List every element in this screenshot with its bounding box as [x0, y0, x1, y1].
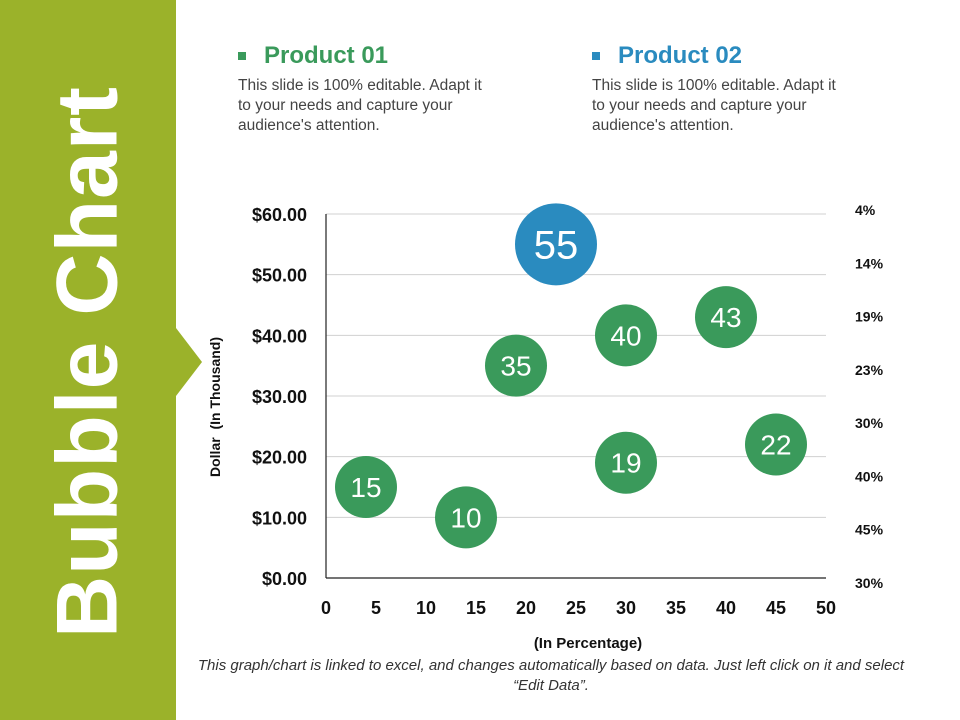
x-axis-title: (In Percentage)	[534, 635, 642, 652]
y-tick-label: $20.00	[252, 448, 307, 468]
bubble-label: 19	[610, 448, 641, 479]
x-tick-label: 40	[716, 598, 736, 618]
y-tick-label: $10.00	[252, 508, 307, 528]
bubble-label: 10	[450, 502, 481, 533]
bubble-product-01	[435, 486, 497, 549]
legend-product-02: Product 02 This slide is 100% editable. …	[592, 42, 852, 136]
x-tick-label: 15	[466, 598, 486, 618]
bubble-product-01	[745, 413, 807, 476]
right-axis-label: 30%	[855, 575, 884, 591]
y-tick-label: $30.00	[252, 387, 307, 407]
sidebar-arrow	[176, 328, 202, 396]
bubble-label: 55	[534, 223, 579, 267]
legend-product-01-header: Product 01	[238, 42, 498, 70]
bubble-label: 22	[760, 430, 791, 461]
x-tick-label: 20	[516, 598, 536, 618]
x-tick-label: 50	[816, 598, 836, 618]
legend-product-02-title: Product 02	[618, 42, 743, 69]
right-axis-label: 40%	[855, 468, 884, 484]
legend-product-02-desc: This slide is 100% editable. Adapt it to…	[592, 77, 836, 134]
bubble-label: 15	[350, 472, 381, 503]
legend-product-01: Product 01 This slide is 100% editable. …	[238, 42, 498, 136]
bubble-product-01	[485, 334, 547, 397]
y-tick-label: $50.00	[252, 266, 307, 286]
right-axis-label: 45%	[855, 522, 884, 538]
right-axis-label: 30%	[855, 415, 884, 431]
y-tick-label: $40.00	[252, 326, 307, 346]
footnote: This graph/chart is linked to excel, and…	[197, 657, 905, 694]
bubble-product-01	[595, 431, 657, 494]
legend-product-02-header: Product 02	[592, 42, 852, 70]
legend-product-01-desc: This slide is 100% editable. Adapt it to…	[238, 77, 482, 134]
bubble-label: 40	[610, 320, 641, 351]
x-tick-label: 10	[416, 598, 436, 618]
x-tick-label: 45	[766, 598, 786, 618]
legend-product-02-bullet	[592, 52, 600, 60]
x-tick-label: 0	[321, 598, 331, 618]
right-axis-label: 4%	[855, 202, 876, 218]
right-axis-label: 14%	[855, 255, 884, 271]
x-tick-label: 30	[616, 598, 636, 618]
y-tick-label: $60.00	[252, 205, 307, 225]
legend-product-01-title: Product 01	[264, 42, 389, 69]
bubble-product-01	[335, 456, 397, 518]
bubble-product-01	[695, 286, 757, 349]
x-tick-label: 25	[566, 598, 586, 618]
bubble-label: 35	[500, 351, 531, 382]
x-tick-label: 35	[666, 598, 686, 618]
bubble-label: 43	[710, 302, 741, 333]
right-axis-label: 23%	[855, 362, 884, 378]
x-tick-label: 5	[371, 598, 381, 618]
y-tick-label: $0.00	[262, 569, 307, 589]
sidebar-panel	[0, 0, 176, 720]
right-axis-label: 19%	[855, 309, 884, 325]
legend-product-01-bullet	[238, 52, 246, 60]
bubble-product-02	[515, 203, 597, 286]
bubble-product-01	[595, 304, 657, 367]
y-axis-title: Dollar (In Thousand)	[207, 337, 223, 477]
